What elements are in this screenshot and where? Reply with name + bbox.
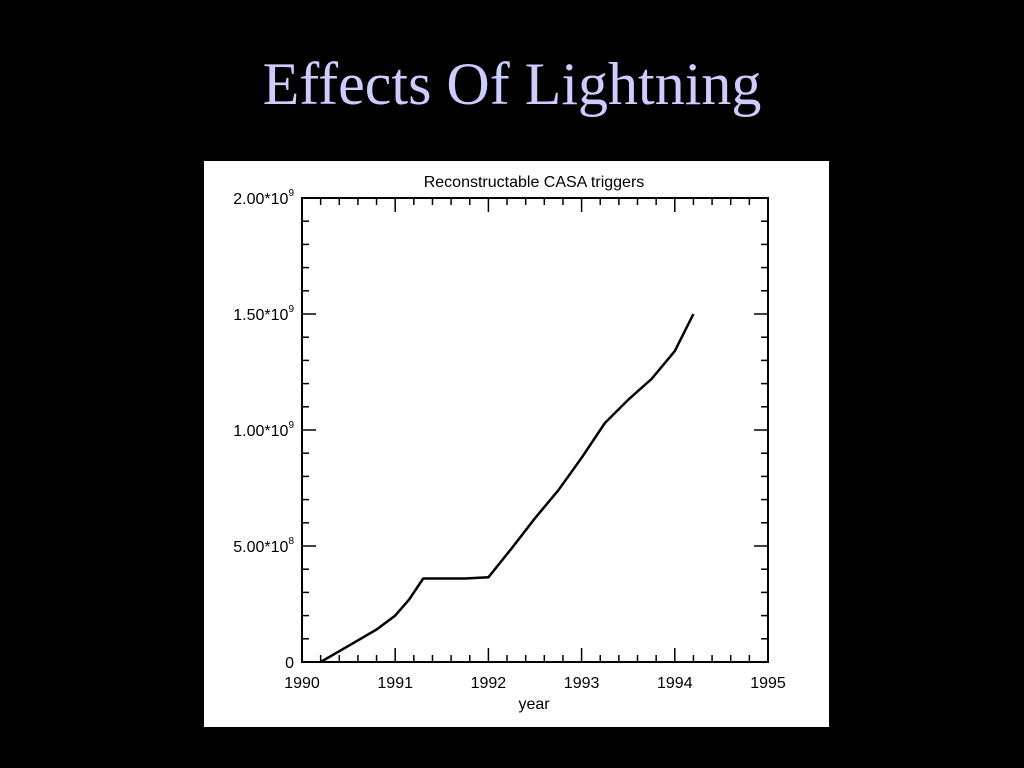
y-tick-labels: 0 5.00*108 1.00*109 1.50*109 2.00*109 xyxy=(233,188,294,672)
axis-ticks xyxy=(301,197,769,663)
y-tick-label: 1.00*109 xyxy=(233,420,294,440)
y-tick-label: 2.00*109 xyxy=(233,188,294,208)
x-tick-label: 1990 xyxy=(284,675,320,692)
y-tick-label: 1.50*109 xyxy=(233,304,294,324)
y-tick-label: 5.00*108 xyxy=(233,536,294,556)
y-tick-exponent: 9 xyxy=(288,420,294,431)
x-tick-label: 1995 xyxy=(750,675,786,692)
chart-title: Reconstructable CASA triggers xyxy=(424,174,645,191)
slide-title: Effects Of Lightning xyxy=(262,51,762,117)
chart-panel: Reconstructable CASA triggers 1990 1991 19… xyxy=(204,161,829,727)
plot-frame xyxy=(301,197,769,663)
x-tick-label: 1993 xyxy=(564,675,600,692)
line-chart: Reconstructable CASA triggers 1990 1991 19… xyxy=(233,174,786,713)
y-tick-label: 0 xyxy=(285,655,294,672)
x-tick-label: 1992 xyxy=(471,675,507,692)
y-tick-exponent: 8 xyxy=(288,536,294,547)
x-tick-labels: 1990 1991 1992 1993 1994 1995 xyxy=(284,675,786,692)
x-tick-label: 1991 xyxy=(377,675,413,692)
y-tick-exponent: 9 xyxy=(288,188,294,199)
series-line xyxy=(319,313,695,664)
x-axis-label: year xyxy=(518,696,550,713)
y-tick-exponent: 9 xyxy=(288,304,294,315)
x-tick-label: 1994 xyxy=(657,675,693,692)
